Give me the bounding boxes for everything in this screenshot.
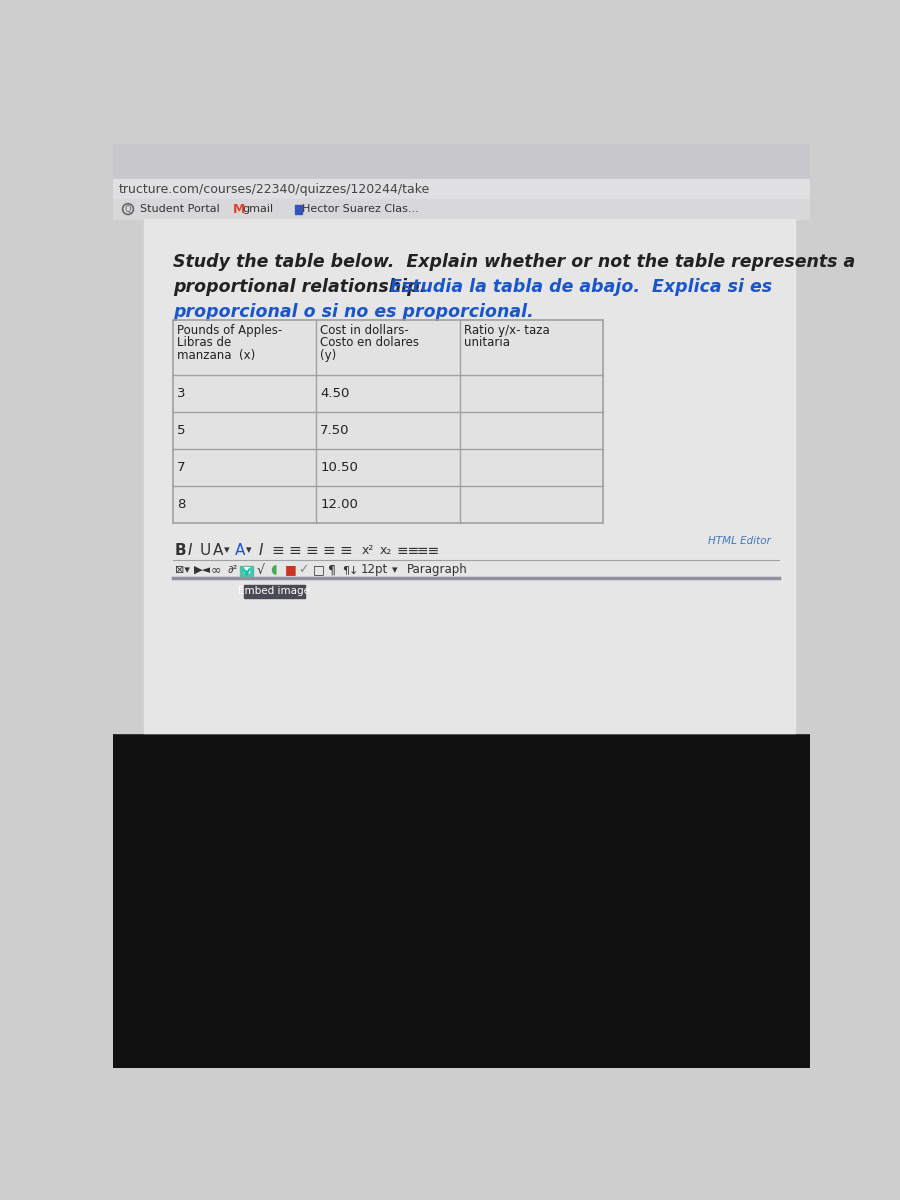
Text: ⊠▾: ⊠▾ [175,565,190,575]
Text: ◖: ◖ [271,563,277,576]
Bar [112,733,810,1068]
Bar [112,144,810,733]
Text: (y): (y) [320,349,337,362]
Text: ¶↓: ¶↓ [342,565,358,575]
Text: A: A [235,544,246,558]
Text: Student Portal: Student Portal [140,204,220,214]
Bar [143,218,795,733]
Text: Study the table below.  Explain whether or not the table represents a: Study the table below. Explain whether o… [173,253,855,271]
Bar [240,566,253,576]
Text: ≡: ≡ [339,544,352,558]
Text: ▶◄: ▶◄ [194,565,211,575]
Bar [112,179,810,199]
Text: ≡: ≡ [288,544,302,558]
Text: ≡≡: ≡≡ [396,544,419,558]
Text: Ratio y/x- taza: Ratio y/x- taza [464,324,549,337]
Text: proportional relationship.: proportional relationship. [173,278,427,296]
Text: 7: 7 [176,461,185,474]
Text: ≡: ≡ [305,544,319,558]
Text: Q: Q [125,204,131,214]
Text: B: B [175,544,186,558]
Text: Hector Suarez Clas...: Hector Suarez Clas... [302,204,419,214]
Text: I: I [188,544,193,558]
Text: 7.50: 7.50 [320,424,350,437]
Text: 5: 5 [176,424,185,437]
Text: ∂²: ∂² [227,565,238,575]
Text: ▾: ▾ [246,546,251,556]
Text: gmail: gmail [243,204,274,214]
Text: ✓: ✓ [299,563,309,576]
Bar [173,319,603,523]
Text: 12pt: 12pt [361,563,388,576]
Text: 4.50: 4.50 [320,386,349,400]
Text: Cost in dollars-: Cost in dollars- [320,324,409,337]
Text: Estudia la tabla de abajo.  Explica si es: Estudia la tabla de abajo. Explica si es [383,278,772,296]
Text: U: U [199,544,211,558]
Bar [173,319,603,523]
Text: tructure.com/courses/22340/quizzes/120244/take: tructure.com/courses/22340/quizzes/12024… [119,182,430,196]
Text: ∞: ∞ [211,563,220,576]
Text: ≡: ≡ [322,544,336,558]
Text: 3: 3 [176,386,185,400]
Text: manzana  (x): manzana (x) [176,349,255,362]
Text: ≡≡: ≡≡ [417,544,439,558]
Text: √: √ [256,563,265,576]
Text: ≡: ≡ [272,544,284,558]
Text: ¶: ¶ [328,563,336,576]
Bar [244,586,305,598]
Text: Costo en dolares: Costo en dolares [320,336,419,349]
Text: x₂: x₂ [380,544,392,557]
Text: □: □ [312,563,324,576]
Text: x²: x² [362,544,374,557]
Text: I: I [258,544,263,558]
Bar [294,205,302,214]
Bar [112,199,810,218]
Text: Embed image: Embed image [238,587,310,596]
Bar [112,144,810,179]
Text: A: A [213,544,223,558]
Text: Paragraph: Paragraph [407,563,468,576]
Text: HTML Editor: HTML Editor [708,536,771,546]
Text: Pounds of Apples-: Pounds of Apples- [176,324,282,337]
Text: Libras de: Libras de [176,336,231,349]
Text: 12.00: 12.00 [320,498,358,511]
Text: 10.50: 10.50 [320,461,358,474]
Text: ▾: ▾ [392,565,397,575]
Text: unitaria: unitaria [464,336,509,349]
Text: proporcional o si no es proporcional.: proporcional o si no es proporcional. [173,302,534,320]
Text: ◼: ◼ [242,565,250,575]
Text: M: M [232,203,245,216]
Text: 8: 8 [176,498,185,511]
Text: ▾: ▾ [224,546,230,556]
Text: ■: ■ [284,563,296,576]
